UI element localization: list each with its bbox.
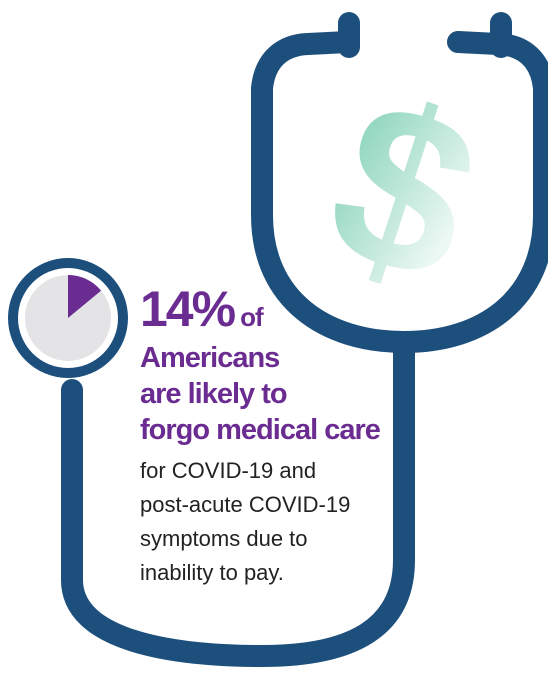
stethoscope-icon: [61, 12, 548, 667]
headline-line-1: Americans: [140, 342, 280, 374]
detail-line-2: post-acute COVID-19: [140, 492, 351, 517]
stat-text-block: 14% of Americans are likely to forgo medi…: [140, 284, 400, 590]
detail-text: for COVID-19 and post-acute COVID-19 sym…: [140, 454, 400, 590]
detail-line-3: symptoms due to: [140, 526, 308, 551]
headline-line-2: are likely to: [140, 378, 288, 410]
stat-line: 14% of: [140, 284, 400, 334]
detail-line-1: for COVID-19 and: [140, 458, 317, 483]
headline: Americans are likely to forgo medical ca…: [140, 340, 400, 448]
stat-suffix: of: [240, 302, 264, 332]
gauge-slice: [68, 275, 102, 318]
headline-line-3: forgo medical care: [140, 414, 381, 446]
detail-line-4: inability to pay.: [140, 560, 284, 585]
stat-value: 14%: [140, 281, 236, 337]
pie-gauge-icon: [8, 258, 128, 378]
